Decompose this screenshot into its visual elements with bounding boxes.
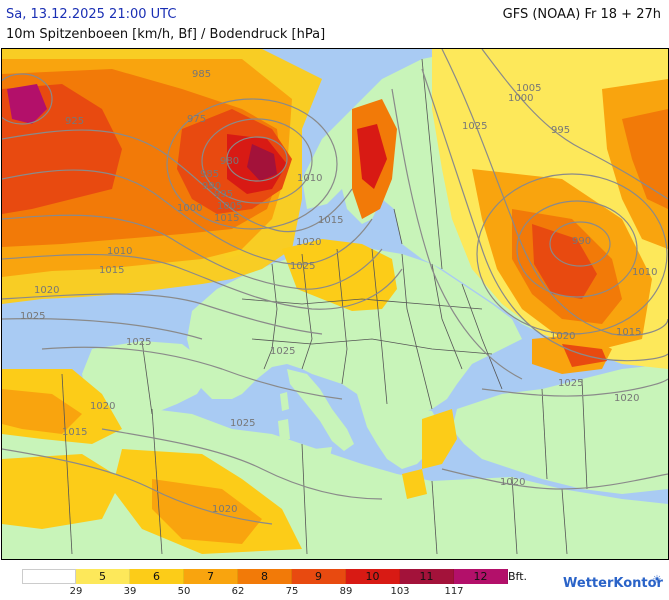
isobar-label: 985 bbox=[200, 169, 219, 180]
isobar-label: 990 bbox=[572, 236, 591, 247]
isobar-label: 1015 bbox=[318, 215, 343, 226]
isobar-label: 925 bbox=[65, 116, 84, 127]
legend-swatch: 10 bbox=[346, 569, 400, 584]
header: Sa, 13.12.2025 21:00 UTC GFS (NOAA) Fr 1… bbox=[0, 0, 669, 48]
legend-kmh-label: 50 bbox=[177, 586, 191, 597]
legend-kmh-label: 75 bbox=[285, 586, 299, 597]
isobar-label: 1025 bbox=[290, 261, 315, 272]
isobar-label: 975 bbox=[187, 114, 206, 125]
legend-kmh-label: 39 bbox=[123, 586, 137, 597]
isobar-label: 1020 bbox=[614, 393, 639, 404]
isobar-label: 1020 bbox=[212, 504, 237, 515]
isobar-label: 1020 bbox=[34, 285, 59, 296]
isobar-label: 1010 bbox=[107, 246, 132, 257]
isobar-label: 1025 bbox=[558, 378, 583, 389]
legend-swatch: 11 bbox=[400, 569, 454, 584]
isobar-label: 1025 bbox=[20, 311, 45, 322]
isobar-label: 1015 bbox=[616, 327, 641, 338]
isobar-label: 1000 bbox=[177, 203, 202, 214]
gust-shading bbox=[2, 49, 668, 554]
country-borders bbox=[61, 58, 588, 555]
isobars bbox=[2, 49, 668, 525]
isobar-label: 1020 bbox=[90, 401, 115, 412]
legend-kmh-label: 117 bbox=[444, 586, 464, 597]
legend-swatch: 6 bbox=[130, 569, 184, 584]
legend-swatch: 8 bbox=[238, 569, 292, 584]
isobar-label: 1015 bbox=[99, 265, 124, 276]
isobar-label: 1005 bbox=[217, 201, 242, 212]
isobar-label: 1010 bbox=[297, 173, 322, 184]
legend-swatch: 5 bbox=[76, 569, 130, 584]
isobar-label: 1005 bbox=[516, 83, 541, 94]
isobar-label: 1025 bbox=[126, 337, 151, 348]
isobar-label: 1015 bbox=[214, 213, 239, 224]
wetterkontor-logo[interactable]: WetterKontor bbox=[563, 576, 663, 591]
legend-bft-unit: Bft. bbox=[508, 570, 528, 583]
isobar-label: 980 bbox=[220, 156, 239, 167]
model-run: GFS (NOAA) Fr 18 + 27h bbox=[502, 7, 661, 22]
parameter-title: 10m Spitzenboeen [km/h, Bf] / Bodendruck… bbox=[6, 27, 326, 42]
isobar-label: 1025 bbox=[230, 418, 255, 429]
map-canvas: 985 975 925 980 985 990 995 1000 1005 10… bbox=[2, 49, 668, 559]
sun-icon: ☀ bbox=[652, 573, 662, 586]
legend-kmh-label: 29 bbox=[69, 586, 83, 597]
isobar-label: 1025 bbox=[462, 121, 487, 132]
isobar-label: 1015 bbox=[62, 427, 87, 438]
legend-swatch: 9 bbox=[292, 569, 346, 584]
legend-kmh-label: 103 bbox=[390, 586, 410, 597]
isobar-label: 1020 bbox=[500, 477, 525, 488]
isobar-label: 995 bbox=[214, 189, 233, 200]
isobar-label: 1000 bbox=[508, 93, 533, 104]
isobar-label: 985 bbox=[192, 69, 211, 80]
legend-swatch: 7 bbox=[184, 569, 238, 584]
isobar-label: 1020 bbox=[550, 331, 575, 342]
legend-kmh-label: 62 bbox=[231, 586, 245, 597]
legend-swatch bbox=[22, 569, 76, 584]
isobar-label: 1020 bbox=[296, 237, 321, 248]
isobar-labels: 985 975 925 980 985 990 995 1000 1005 10… bbox=[20, 69, 657, 515]
isobar-label: 1010 bbox=[632, 267, 657, 278]
gust-legend: 5 6 7 8 9 10 11 12 bbox=[22, 569, 508, 584]
forecast-datetime: Sa, 13.12.2025 21:00 UTC bbox=[6, 7, 177, 22]
legend-swatch: 12 bbox=[454, 569, 508, 584]
isobar-label: 990 bbox=[202, 181, 221, 192]
weather-map: 985 975 925 980 985 990 995 1000 1005 10… bbox=[1, 48, 669, 560]
legend-kmh-label: 89 bbox=[339, 586, 353, 597]
isobar-label: 1025 bbox=[270, 346, 295, 357]
isobar-label: 995 bbox=[551, 125, 570, 136]
